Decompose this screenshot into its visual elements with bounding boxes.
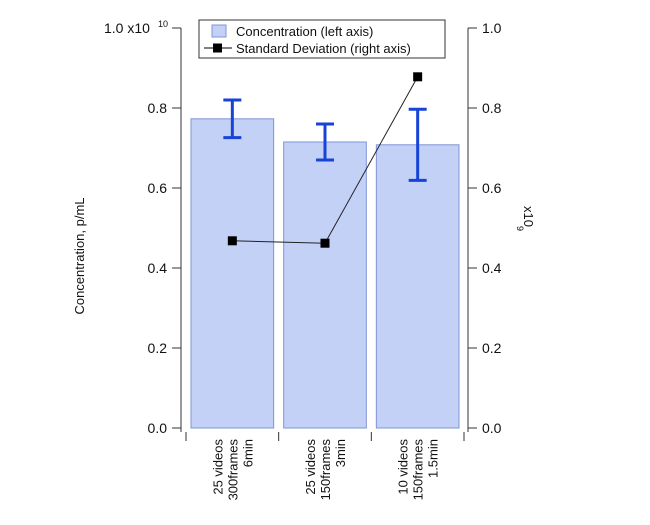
x-category-label: 10 videos: [396, 439, 411, 495]
bar: [375, 144, 460, 429]
right-tick-label: 0.6: [482, 180, 502, 196]
x-category-label: 150frames: [411, 439, 426, 501]
right-tick-label: 0.0: [482, 420, 502, 436]
x-category-label: 1.5min: [426, 439, 441, 478]
legend-label-sd: Standard Deviation (right axis): [236, 41, 411, 56]
left-tick-label: 0.0: [148, 420, 168, 436]
left-axis-title: Concentration, p/mL: [72, 197, 87, 314]
x-category-label: 150frames: [318, 439, 333, 501]
sd-marker: [227, 236, 237, 246]
bar: [190, 118, 275, 429]
left-axis-multiplier: 1.0 x10: [104, 20, 150, 36]
legend-label-concentration: Concentration (left axis): [236, 24, 373, 39]
error-bars-layer: [223, 98, 427, 182]
right-tick-label: 1.0: [482, 20, 502, 36]
legend-marker-sd: [213, 43, 222, 53]
sd-marker: [413, 72, 423, 82]
left-tick-label: 0.6: [148, 180, 168, 196]
right-axis-multiplier: x10: [521, 206, 536, 227]
left-tick-label: 0.4: [148, 260, 168, 276]
left-tick-label: 0.8: [148, 100, 168, 116]
legend: Concentration (left axis) Standard Devia…: [198, 19, 446, 59]
right-tick-label: 0.2: [482, 340, 502, 356]
sd-line-layer: [227, 72, 423, 248]
bar: [283, 141, 367, 429]
left-tick-label: 0.2: [148, 340, 168, 356]
x-category-label: 25 videos: [303, 439, 318, 495]
right-axis-exponent: 9: [515, 226, 525, 231]
x-category-label: 300frames: [225, 439, 240, 501]
x-category-label: 6min: [240, 439, 255, 467]
right-tick-label: 0.8: [482, 100, 502, 116]
right-tick-label: 0.4: [482, 260, 502, 276]
x-category-label: 3min: [333, 439, 348, 467]
legend-box: [198, 19, 446, 59]
sd-marker: [320, 238, 330, 248]
x-category-label: 25 videos: [210, 439, 225, 495]
axes-layer: 0.0 0.2 0.4 0.6 0.8 1.0 x10 10 Concentration, p…: [72, 19, 536, 500]
left-axis-exponent: 10: [158, 19, 168, 29]
legend-swatch-concentration: [211, 24, 227, 38]
